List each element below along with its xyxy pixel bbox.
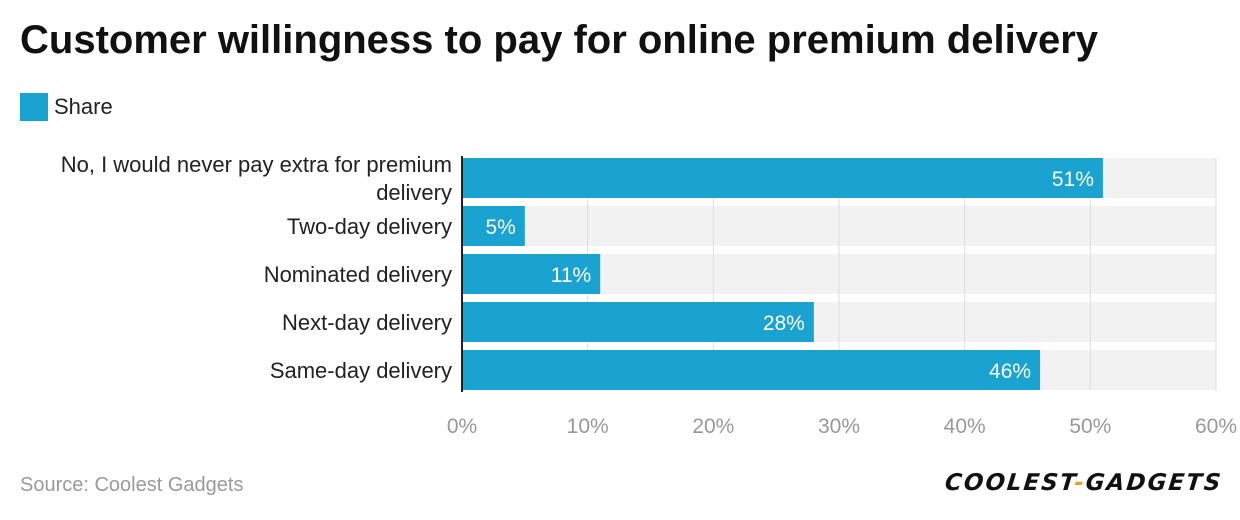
x-tick-label: 0%	[447, 415, 477, 438]
legend-swatch	[20, 93, 48, 121]
bar-value-label: 5%	[485, 216, 515, 239]
category-label-line: Same-day delivery	[270, 358, 452, 383]
bar-value-label: 46%	[989, 360, 1031, 383]
x-tick-label: 50%	[1069, 415, 1111, 438]
legend-label: Share	[54, 94, 113, 119]
category-label-line: No, I would never pay extra for premium	[61, 152, 452, 177]
category-label: No, I would never pay extra for premium d…	[61, 152, 452, 205]
bar	[462, 350, 1041, 390]
category-label: Two-day delivery	[287, 214, 452, 239]
source-note: Source: Coolest Gadgets	[20, 474, 244, 496]
bar	[462, 254, 601, 294]
category-label-line: delivery	[376, 180, 452, 205]
bar	[462, 158, 1103, 198]
category-label-line: Two-day delivery	[287, 214, 452, 239]
x-tick-label: 30%	[818, 415, 860, 438]
category-label-line: Next-day delivery	[282, 310, 452, 335]
coolest-gadgets-logo: COOLEST-GADGETS	[943, 470, 1224, 496]
bar-value-label: 28%	[763, 312, 805, 335]
category-label-line: Nominated delivery	[264, 262, 452, 287]
x-tick-label: 40%	[944, 415, 986, 438]
chart-title: Customer willingness to pay for online p…	[20, 18, 1099, 62]
x-tick-label: 10%	[567, 415, 609, 438]
x-tick-label: 20%	[692, 415, 734, 438]
bar	[462, 302, 814, 342]
category-label: Nominated delivery	[264, 262, 452, 287]
bar-chart: 51% No, I would never pay extra for premi…	[61, 152, 1237, 438]
bar-value-label: 51%	[1052, 168, 1094, 191]
category-label: Same-day delivery	[270, 358, 452, 383]
bar-value-label: 11%	[551, 264, 591, 287]
legend: Share	[20, 92, 113, 122]
x-tick-label: 60%	[1195, 415, 1237, 438]
bar	[462, 206, 525, 246]
category-label: Next-day delivery	[282, 310, 452, 335]
